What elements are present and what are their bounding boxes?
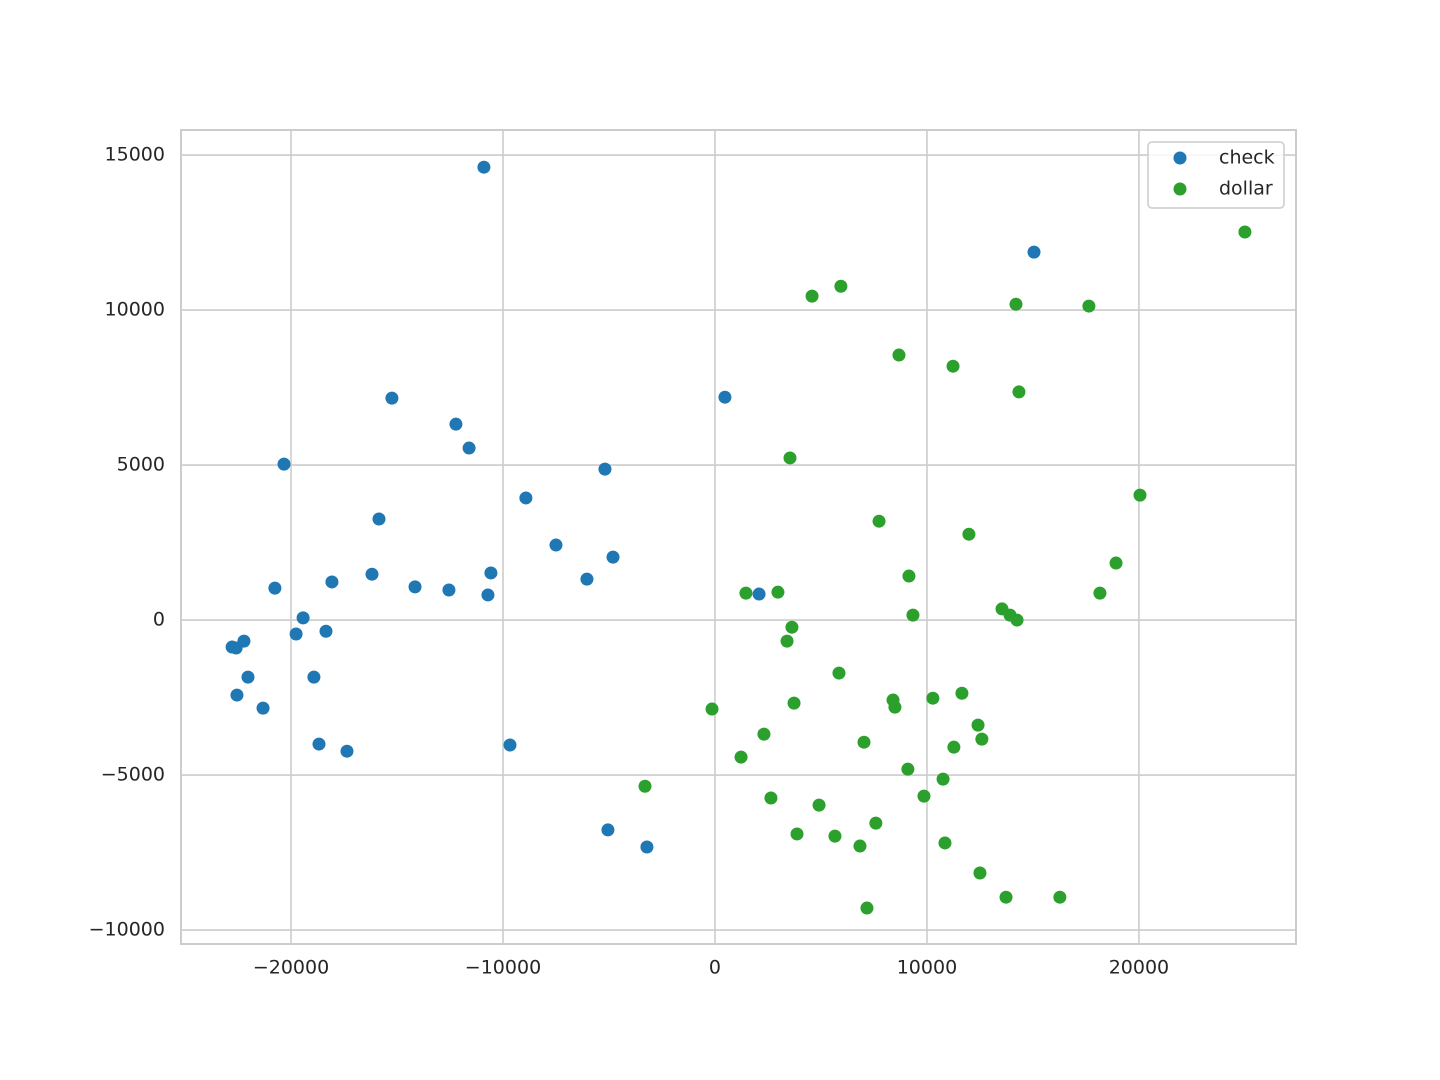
point — [947, 740, 961, 754]
point — [477, 160, 491, 174]
point — [277, 457, 291, 471]
point — [936, 772, 950, 786]
y-tick-label: 0 — [153, 609, 165, 631]
point — [860, 901, 874, 915]
point — [906, 608, 920, 622]
point — [946, 359, 960, 373]
point — [519, 491, 533, 505]
point — [734, 750, 748, 764]
point — [340, 744, 354, 758]
y-tick-label: −5000 — [101, 764, 165, 786]
point — [598, 462, 612, 476]
point — [549, 538, 563, 552]
point — [365, 567, 379, 581]
legend-label: check — [1219, 147, 1275, 169]
legend-label: dollar — [1219, 178, 1273, 200]
legend-marker — [1173, 182, 1187, 196]
point — [638, 779, 652, 793]
y-tick-label: 5000 — [117, 454, 165, 476]
point — [256, 701, 270, 715]
point — [832, 666, 846, 680]
point — [973, 866, 987, 880]
point — [1009, 297, 1023, 311]
point — [319, 624, 333, 638]
point — [580, 572, 594, 586]
point — [757, 727, 771, 741]
point — [1082, 299, 1096, 313]
point — [718, 390, 732, 404]
point — [790, 827, 804, 841]
point — [705, 702, 719, 716]
point — [1238, 225, 1252, 239]
point — [325, 575, 339, 589]
point — [606, 550, 620, 564]
point — [385, 391, 399, 405]
point — [1012, 385, 1026, 399]
point — [503, 738, 517, 752]
point — [372, 512, 386, 526]
point — [1010, 613, 1024, 627]
point — [312, 737, 326, 751]
point — [869, 816, 883, 830]
point — [812, 798, 826, 812]
point — [739, 586, 753, 600]
point — [752, 587, 766, 601]
point — [268, 581, 282, 595]
point — [975, 732, 989, 746]
point — [962, 527, 976, 541]
point — [955, 686, 969, 700]
point — [888, 700, 902, 714]
point — [853, 839, 867, 853]
point — [1133, 488, 1147, 502]
point — [241, 670, 255, 684]
point — [902, 569, 916, 583]
point — [481, 588, 495, 602]
x-tick-label: 0 — [709, 957, 721, 979]
point — [857, 735, 871, 749]
point — [764, 791, 778, 805]
point — [296, 611, 310, 625]
point — [1109, 556, 1123, 570]
point — [442, 583, 456, 597]
point — [828, 829, 842, 843]
point — [787, 696, 801, 710]
point — [289, 627, 303, 641]
point — [834, 279, 848, 293]
point — [872, 514, 886, 528]
point — [771, 585, 785, 599]
point — [938, 836, 952, 850]
point — [601, 823, 615, 837]
point — [901, 762, 915, 776]
point — [780, 634, 794, 648]
x-tick-label: 10000 — [897, 957, 957, 979]
point — [462, 441, 476, 455]
legend-marker — [1173, 151, 1187, 165]
point — [1093, 586, 1107, 600]
point — [408, 580, 422, 594]
x-tick-label: −20000 — [253, 957, 329, 979]
point — [237, 634, 251, 648]
point — [785, 620, 799, 634]
y-tick-label: 15000 — [105, 144, 165, 166]
x-tick-label: −10000 — [465, 957, 541, 979]
point — [783, 451, 797, 465]
point — [640, 840, 654, 854]
point — [230, 688, 244, 702]
point — [971, 718, 985, 732]
point — [805, 289, 819, 303]
x-tick-label: 20000 — [1109, 957, 1169, 979]
point — [917, 789, 931, 803]
y-tick-label: −10000 — [89, 919, 165, 941]
point — [449, 417, 463, 431]
point — [926, 691, 940, 705]
point — [892, 348, 906, 362]
point — [1027, 245, 1041, 259]
point — [307, 670, 321, 684]
point — [1053, 890, 1067, 904]
point — [484, 566, 498, 580]
y-tick-label: 10000 — [105, 299, 165, 321]
plot-frame — [180, 129, 1297, 945]
point — [999, 890, 1013, 904]
